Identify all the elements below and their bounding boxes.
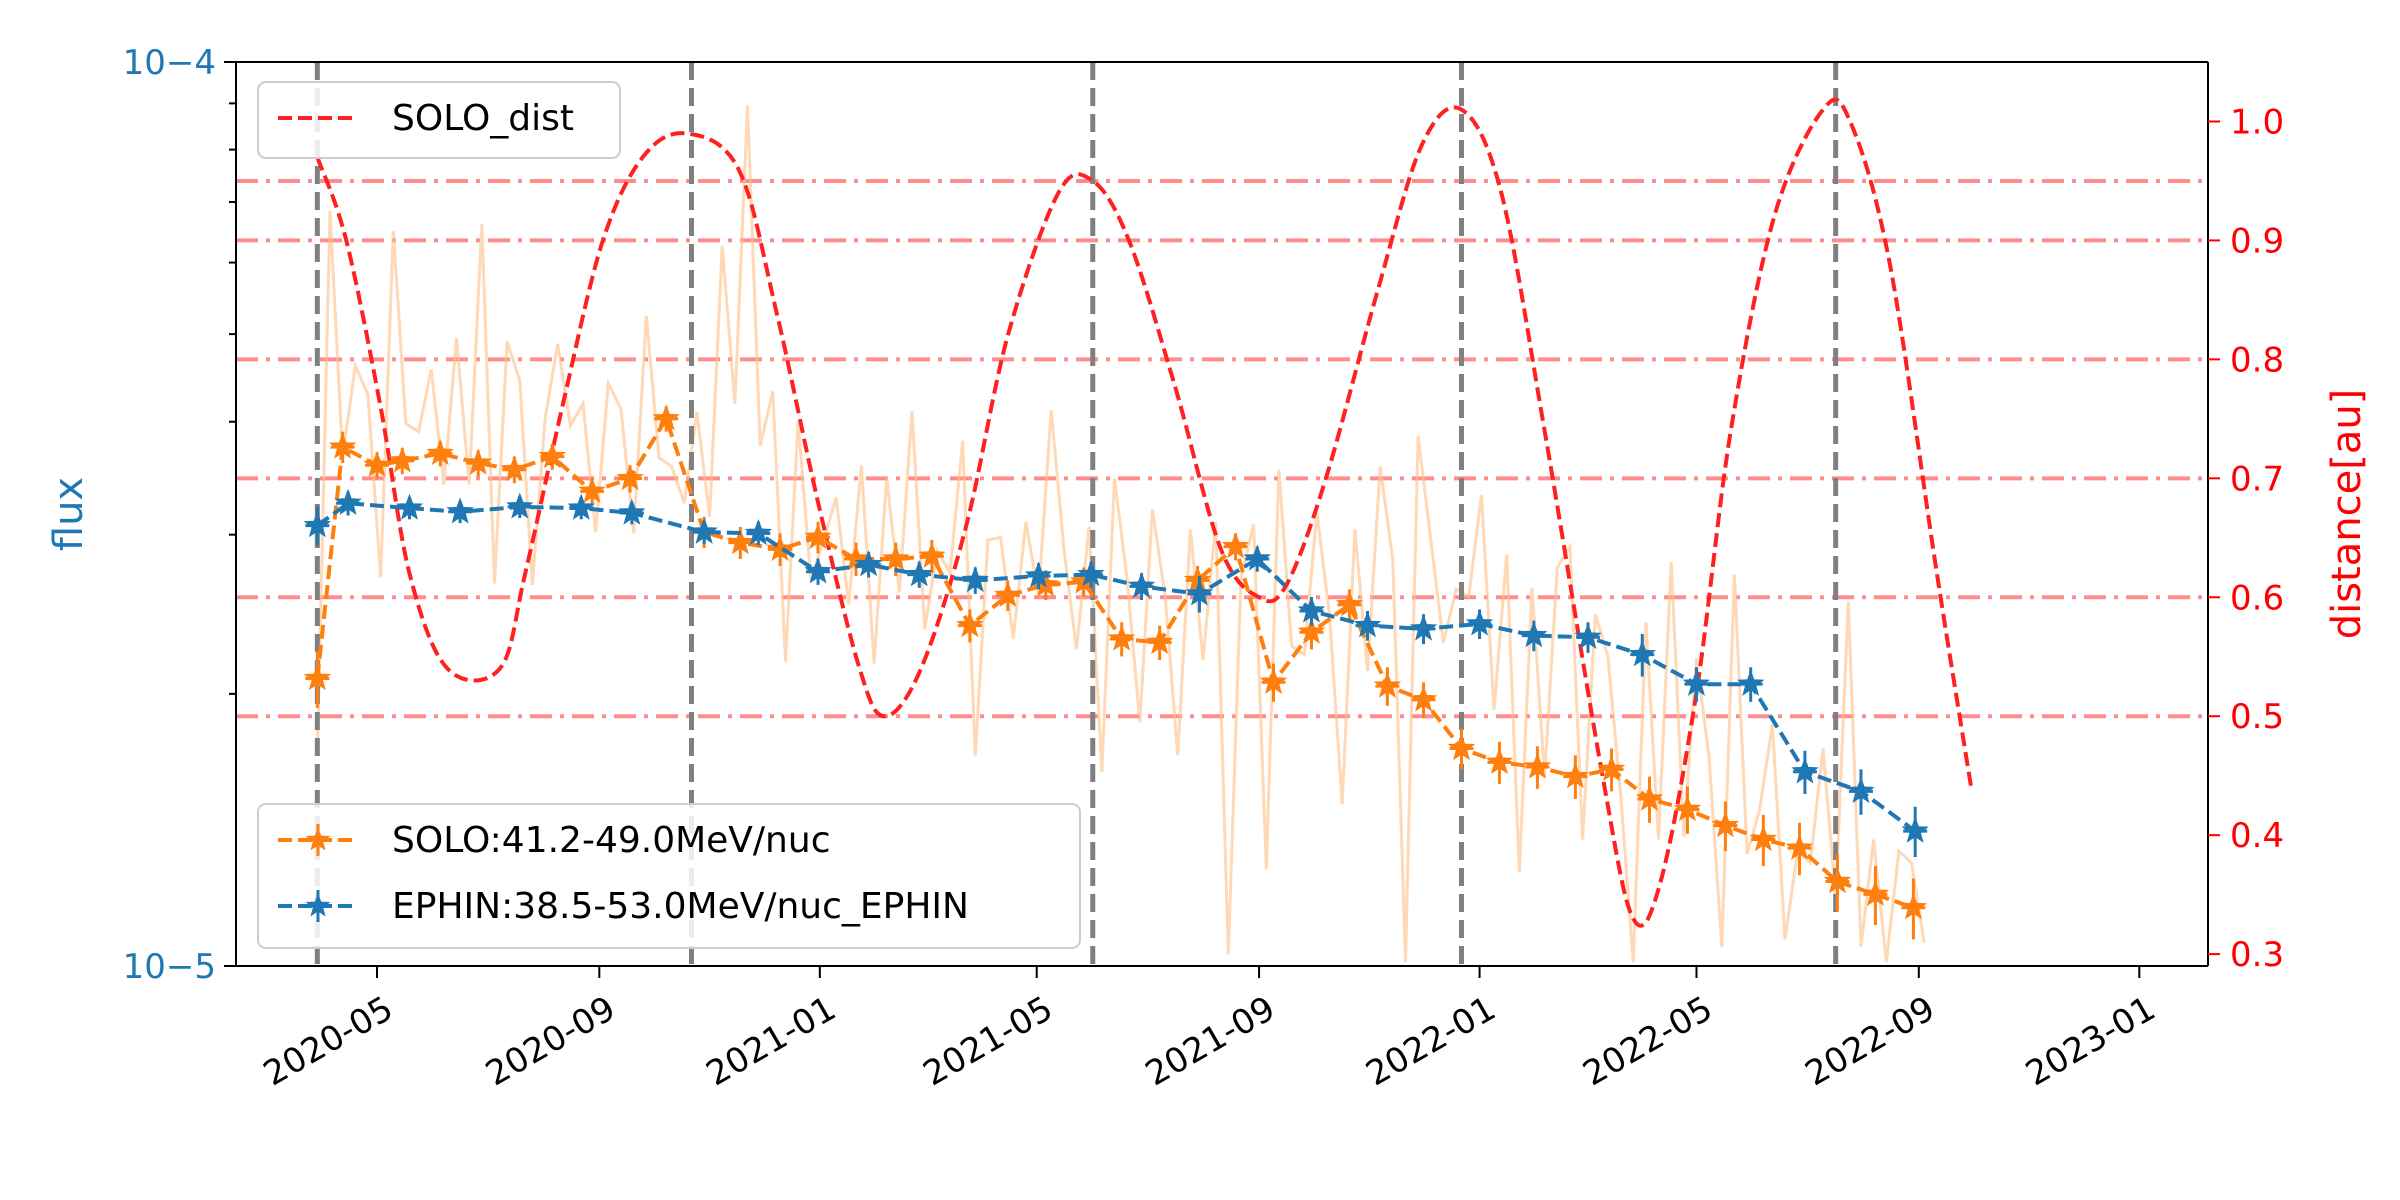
solo-flux-point [1373,671,1402,698]
ephin-flux-point [1409,614,1438,641]
ephin-flux-point [1791,757,1819,784]
solo-flux-point [1899,893,1928,920]
ephin-flux-point [1628,640,1656,667]
solo-flux-point [1561,762,1590,789]
solo-flux-point [1597,754,1626,782]
ephin-flux-point [1465,609,1494,636]
plot-frame [235,61,2209,967]
solo-flux-point [1335,590,1364,617]
solo-flux-point [994,580,1022,608]
solo-flux-point [538,442,567,469]
ephin-flux-point [303,511,332,538]
left-tick-label-bottom: 10−5 [123,947,216,987]
ephin-flux-point [1901,816,1929,843]
solo-flux-point [328,432,357,459]
legend-distance: SOLO_dist [257,81,621,159]
solo-flux-point [1297,617,1326,644]
left-tick-label-top: 10−4 [123,43,216,83]
solo-flux-point [363,450,391,477]
right-tick-label: 0.7 [2230,459,2284,499]
solo-flux-point [1485,747,1514,774]
right-tick-label: 0.6 [2230,578,2284,618]
legend-flux-frame [257,803,1081,949]
ephin-flux-point [395,493,424,520]
solo-distance-curve [315,97,1974,928]
ephin-flux-point [1353,611,1382,638]
ephin-flux-point [804,557,832,584]
solo-flux-point [1749,825,1778,852]
legend-solo-marker-holder [305,827,331,851]
ephin-flux-point [1682,669,1711,696]
solo-flux-point [1523,752,1552,779]
ephin-flux-point [334,488,362,515]
ephin-flux-point [506,492,534,519]
solo-flux-point [500,455,529,482]
right-tick-label: 0.5 [2230,697,2284,737]
legend-ephin-marker-holder [305,893,331,917]
left-axis-title: flux [46,477,92,551]
ephin-flux-point [1185,579,1214,606]
ephin-flux-point [618,498,646,525]
ephin-flux-point [567,493,595,520]
ephin-flux-point [1024,561,1053,588]
ephin-flux-point [1127,571,1156,599]
ephin-flux-point [690,517,718,544]
right-tick-label: 0.8 [2230,340,2284,380]
solo-flux-point [1259,667,1288,694]
solo-flux-point [726,528,755,555]
ephin-flux-point [1574,622,1602,649]
solo-flux-point [1145,627,1174,655]
right-tick-label: 0.9 [2230,221,2284,261]
solo-flux-point [1447,734,1476,761]
solo-flux-point [882,544,910,571]
right-tick-label: 0.4 [2230,816,2284,856]
solo-flux-point [578,476,606,504]
solo-flux-series [303,404,1928,940]
legend-distance-frame [257,81,621,159]
ephin-flux-point [1077,560,1105,587]
ephin-flux-point [1736,669,1765,696]
solo-flux-point [652,404,680,431]
ephin-flux-point [1297,596,1326,623]
legend-flux: SOLO:41.2-49.0MeV/nuc EPHIN:38.5-53.0MeV… [257,803,1081,949]
solo-flux-point [1711,811,1740,838]
right-tick-label: 0.3 [2230,935,2284,975]
ephin-flux-point [1243,544,1271,571]
solo-flux-point [1107,624,1136,651]
solo-flux-point [956,611,984,638]
solo-flux-point [616,464,644,491]
legend-ephin-marker [305,893,331,917]
solo-flux-point [918,541,946,568]
solo-flux-point [1635,784,1664,811]
solo-flux-point [426,438,454,466]
legend-solo-marker [305,827,331,851]
raw-flux-trace [315,105,1926,963]
solo-flux-point [1861,879,1890,907]
legend-solo-label: SOLO:41.2-49.0MeV/nuc [392,820,831,861]
solo-flux-point [766,534,794,562]
solo-flux-point [303,664,332,691]
legend-distance-label: SOLO_dist [392,98,574,139]
solo-flux-point [1409,685,1438,712]
solo-flux-point [1221,532,1250,559]
ephin-flux-point [446,497,474,524]
ephin-flux-point [905,560,933,587]
ephin-flux-series [303,488,1929,858]
solo-flux-point [464,448,492,475]
legend-ephin-label: EPHIN:38.5-53.0MeV/nuc_EPHIN [392,886,969,927]
solo-flux-point [1673,794,1702,822]
ephin-flux-point [1847,776,1875,804]
ephin-flux-point [744,518,773,546]
solo-flux-point [804,522,832,549]
solo-flux-point [1823,867,1852,894]
ephin-flux-point [961,565,989,593]
solo-flux-point [1785,833,1814,860]
ephin-flux-point [854,550,883,577]
plot-lines-layer [236,62,2208,966]
right-axis-title: distance[au] [2324,389,2370,640]
right-tick-label: 1.0 [2230,102,2284,142]
solo-flux-point [388,446,417,473]
ephin-flux-point [1520,621,1548,648]
